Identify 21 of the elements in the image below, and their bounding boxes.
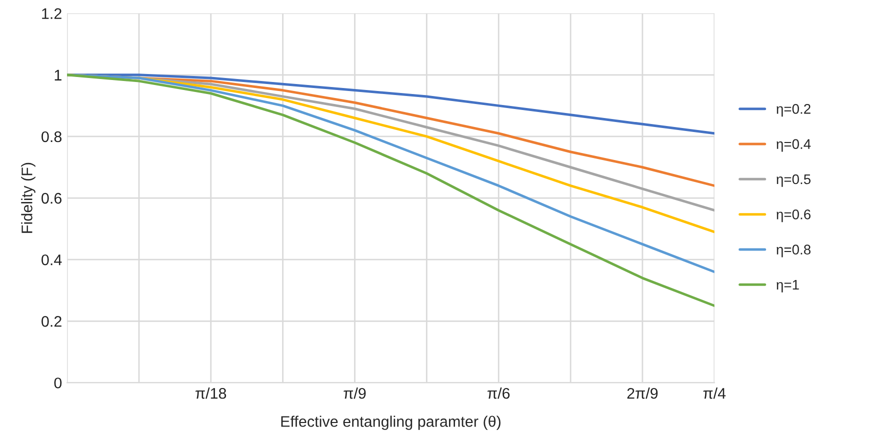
x-tick-label: π/18 — [196, 388, 226, 399]
y-tick-label: 0.8 — [42, 131, 62, 142]
y-tick-label: 0 — [54, 378, 62, 388]
legend-label: η=1 — [776, 280, 799, 292]
y-tick-label: 1.2 — [42, 8, 62, 19]
y-tick-label: 0.2 — [42, 316, 62, 327]
y-tick-label: 1 — [54, 70, 62, 80]
x-axis-title: Effective entangling paramter (θ) — [281, 416, 500, 430]
line-series — [67, 74, 714, 135]
y-tick-label: 0.4 — [42, 254, 62, 266]
legend-label: η=0.8 — [776, 244, 811, 258]
legend-label: η=0.2 — [776, 104, 810, 117]
y-tick-label: 0.6 — [42, 192, 62, 204]
legend-label: η=0.5 — [776, 174, 811, 187]
x-tick-label: π/4 — [703, 388, 726, 399]
legend-label: η=0.4 — [776, 139, 811, 152]
x-tick-label: π/9 — [344, 388, 366, 399]
legend-label: η=0.6 — [776, 210, 811, 222]
x-tick-label: π/6 — [488, 388, 510, 399]
x-tick-label: 2π/9 — [627, 388, 658, 399]
y-axis-title: Fidelity (F) — [21, 162, 36, 233]
